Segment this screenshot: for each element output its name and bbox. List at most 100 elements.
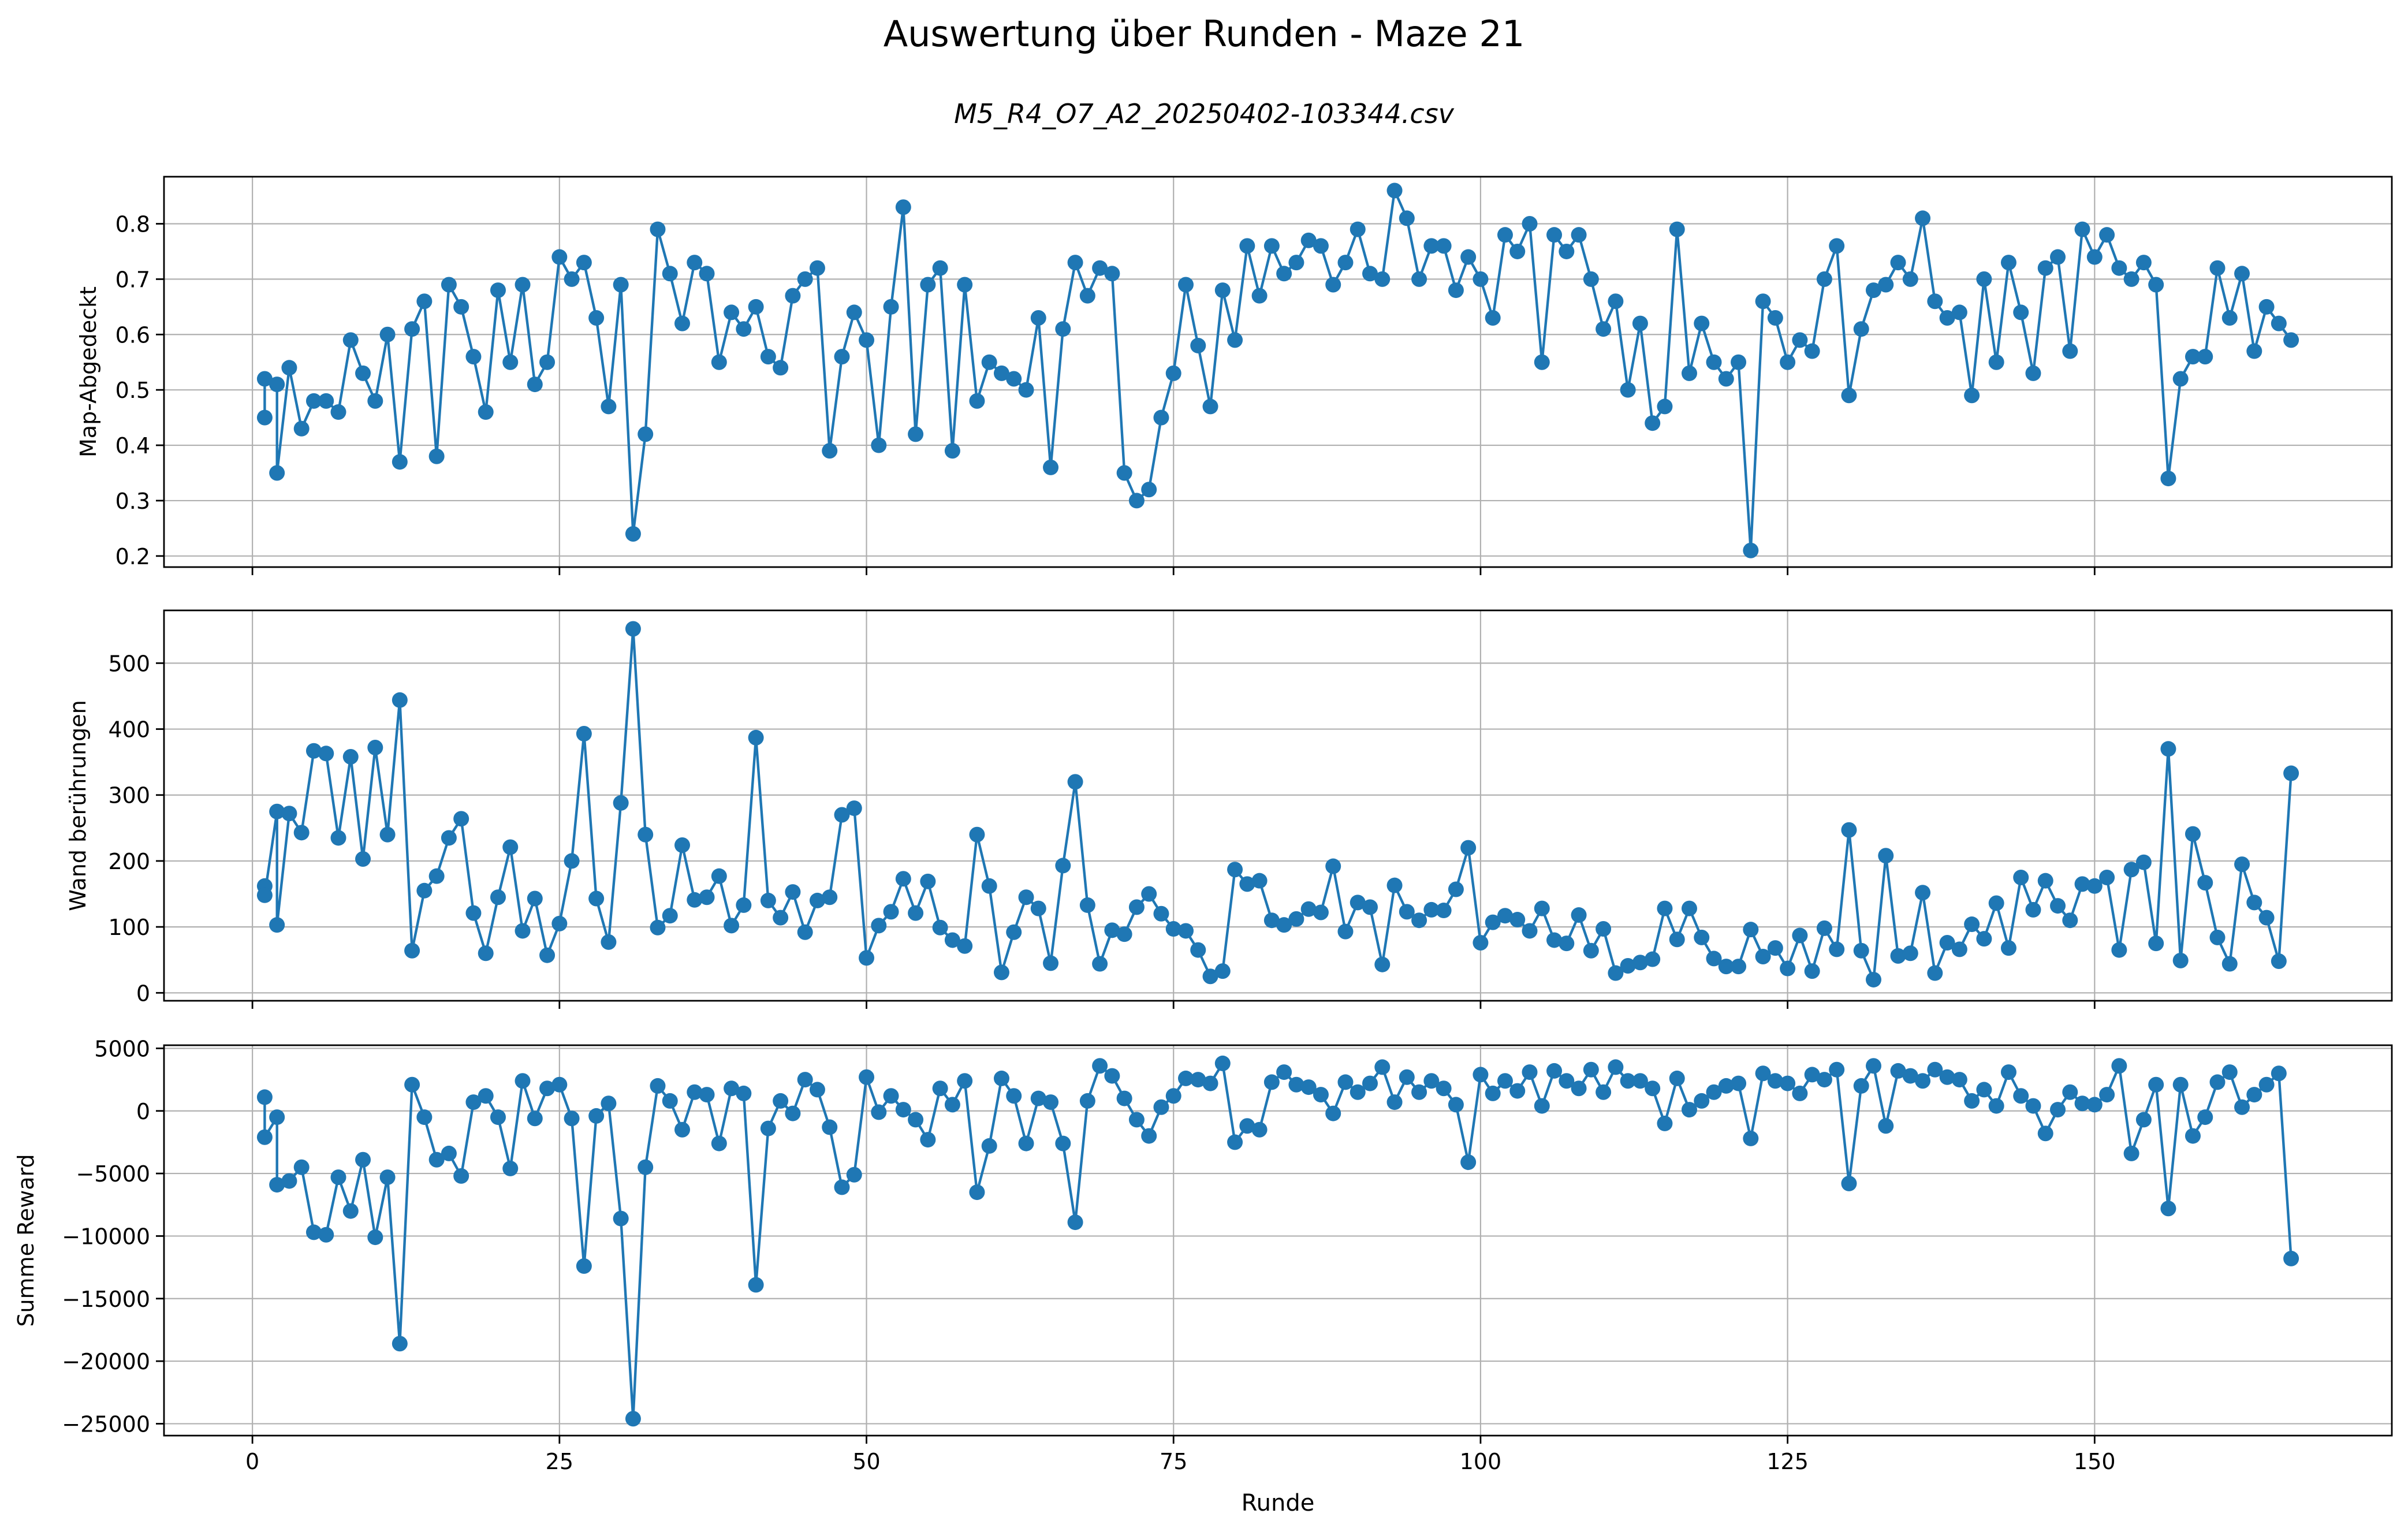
data-point bbox=[1571, 907, 1587, 923]
data-point bbox=[1362, 1075, 1378, 1091]
data-point bbox=[2123, 271, 2139, 287]
data-point bbox=[883, 1088, 899, 1104]
data-point bbox=[2172, 1076, 2189, 1093]
y-tick-label: 0.3 bbox=[115, 489, 150, 514]
data-point bbox=[1841, 387, 1857, 404]
data-point bbox=[1448, 881, 1464, 897]
data-point bbox=[1227, 862, 1243, 878]
data-point bbox=[1620, 382, 1636, 398]
data-point bbox=[908, 426, 924, 442]
data-point bbox=[1792, 332, 1808, 348]
data-point bbox=[1804, 963, 1820, 979]
data-point bbox=[932, 1080, 948, 1097]
data-point bbox=[453, 811, 469, 827]
data-point bbox=[1534, 1098, 1550, 1114]
data-point bbox=[1706, 951, 1722, 967]
data-point bbox=[687, 892, 703, 908]
chart-panel-1: 0.2 0.3 0.4 0.5 0.6 0.7 0.8 Map-Abgedeckt bbox=[76, 176, 2393, 575]
data-point bbox=[1890, 1063, 1906, 1079]
data-point bbox=[1251, 873, 1268, 889]
x-tick-label: 75 bbox=[1160, 1449, 1187, 1474]
data-point bbox=[2135, 854, 2152, 870]
data-point bbox=[2086, 1097, 2103, 1113]
data-point bbox=[1362, 266, 1378, 282]
data-point bbox=[1509, 912, 1526, 928]
data-point bbox=[1497, 908, 1513, 924]
data-point bbox=[1116, 465, 1132, 481]
data-point bbox=[1473, 935, 1489, 951]
data-point bbox=[981, 354, 997, 370]
data-point bbox=[1128, 899, 1145, 915]
data-point bbox=[2258, 299, 2275, 315]
data-point bbox=[1300, 232, 1317, 248]
data-point bbox=[1669, 1070, 1685, 1086]
y-tick-label: 0.6 bbox=[115, 322, 150, 348]
data-point bbox=[2074, 876, 2090, 892]
data-point bbox=[551, 1076, 568, 1093]
data-point bbox=[625, 1411, 641, 1427]
data-point bbox=[625, 526, 641, 542]
data-point bbox=[1276, 917, 1292, 933]
data-point bbox=[1423, 238, 1440, 254]
data-point bbox=[785, 288, 801, 304]
y-tick-label: −20000 bbox=[62, 1349, 150, 1374]
data-point bbox=[1718, 959, 1734, 975]
data-point bbox=[2013, 869, 2029, 885]
data-point bbox=[1927, 965, 1943, 981]
data-point bbox=[2185, 1128, 2201, 1144]
data-point bbox=[318, 746, 334, 762]
data-point bbox=[1804, 343, 1820, 359]
data-point bbox=[367, 740, 383, 756]
axes-frame bbox=[163, 176, 2393, 568]
data-point bbox=[944, 932, 960, 948]
data-point bbox=[1485, 310, 1501, 326]
data-point bbox=[1939, 935, 1955, 951]
data-point bbox=[502, 354, 519, 370]
data-point bbox=[1116, 926, 1132, 942]
data-point bbox=[846, 800, 862, 817]
data-point bbox=[2099, 1087, 2115, 1103]
data-point bbox=[724, 304, 740, 320]
data-point bbox=[2135, 255, 2152, 271]
data-point bbox=[1669, 221, 1685, 237]
data-point bbox=[711, 1135, 727, 1151]
data-point bbox=[1608, 1059, 1624, 1075]
data-point bbox=[1792, 927, 1808, 944]
data-point bbox=[773, 910, 789, 926]
data-point bbox=[1006, 924, 1022, 940]
data-point bbox=[2025, 901, 2041, 918]
data-point bbox=[785, 1105, 801, 1121]
data-point bbox=[834, 1179, 850, 1195]
data-point bbox=[895, 871, 911, 887]
data-point bbox=[1534, 900, 1550, 916]
data-point bbox=[1767, 310, 1783, 326]
data-point bbox=[1288, 255, 1304, 271]
data-point bbox=[773, 360, 789, 376]
data-point bbox=[1645, 1080, 1661, 1097]
data-point bbox=[1092, 260, 1108, 276]
data-point bbox=[1988, 1098, 2004, 1114]
data-point bbox=[576, 726, 592, 742]
y-tick-label: −15000 bbox=[62, 1287, 150, 1312]
data-point bbox=[2111, 942, 2127, 958]
x-tick-label: 25 bbox=[546, 1449, 573, 1474]
data-point bbox=[2148, 1076, 2164, 1093]
data-point bbox=[1399, 904, 1415, 920]
data-point bbox=[1767, 940, 1783, 956]
data-point bbox=[416, 293, 433, 310]
data-point bbox=[1079, 897, 1095, 913]
y-tick-label: 500 bbox=[108, 651, 150, 676]
data-point bbox=[1927, 1061, 1943, 1078]
data-point bbox=[1829, 941, 1845, 957]
data-point bbox=[1460, 249, 1477, 265]
data-point bbox=[1436, 903, 1452, 919]
data-point bbox=[1755, 1065, 1771, 1082]
data-point bbox=[2234, 266, 2250, 282]
data-point bbox=[822, 443, 838, 459]
data-point bbox=[1755, 293, 1771, 310]
data-point bbox=[2025, 365, 2041, 381]
data-point bbox=[1731, 959, 1747, 975]
y-tick-label: 100 bbox=[108, 915, 150, 940]
data-point bbox=[1313, 1087, 1329, 1103]
data-point bbox=[2050, 1102, 2066, 1118]
